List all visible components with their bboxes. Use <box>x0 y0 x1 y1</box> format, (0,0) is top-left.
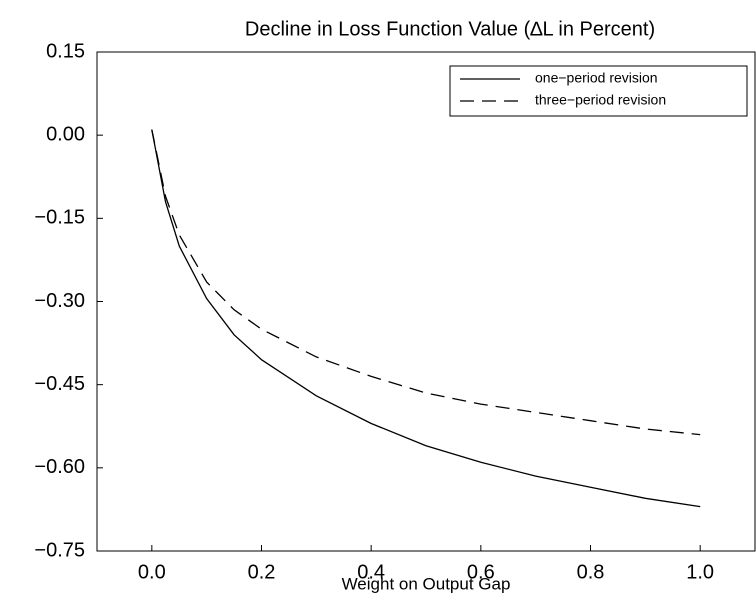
data-line <box>151 129 701 508</box>
x-tick-label: 0.6 <box>467 561 495 583</box>
legend-label: one−period revision <box>535 70 658 86</box>
y-tick-label: −0.30 <box>34 290 85 312</box>
x-tick-label: 0.8 <box>577 561 605 583</box>
y-tick-label: −0.15 <box>34 207 85 229</box>
x-tick-label: 1.0 <box>686 561 714 583</box>
chart-title: Decline in Loss Function Value (∆L in Pe… <box>245 18 655 40</box>
x-axis-label: Weight on Output Gap <box>342 574 511 593</box>
y-tick-label: −0.75 <box>34 539 85 561</box>
legend-label: three−period revision <box>535 92 666 108</box>
data-line <box>151 129 701 436</box>
legend-box <box>449 65 748 117</box>
x-tick-label: 0.0 <box>138 561 166 583</box>
y-tick-label: −0.45 <box>34 373 85 395</box>
y-tick-label: 0.00 <box>46 123 85 145</box>
y-tick-label: −0.60 <box>34 456 85 478</box>
x-tick-label: 0.2 <box>248 561 276 583</box>
x-tick-label: 0.4 <box>357 561 385 583</box>
y-tick-label: 0.15 <box>46 40 85 62</box>
plot-frame <box>96 51 756 552</box>
